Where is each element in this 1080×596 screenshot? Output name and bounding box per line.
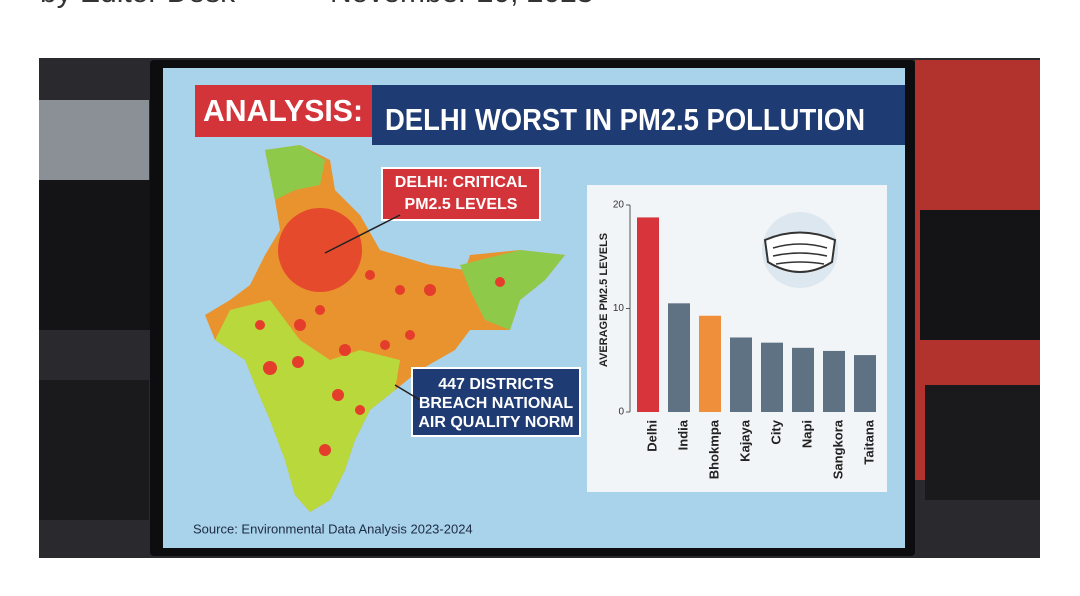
y-tick-label: 0 xyxy=(618,407,624,418)
y-tick-label: 10 xyxy=(613,303,625,314)
x-tick-label: City xyxy=(768,419,783,444)
y-axis-label: AVERAGE PM2.5 LEVELS xyxy=(598,233,610,367)
annotation-line: 447 DISTRICTS xyxy=(438,376,554,393)
annotation-districts-box xyxy=(394,367,581,437)
x-tick-label: Kajaya xyxy=(737,419,752,462)
bar xyxy=(668,303,690,412)
bar xyxy=(792,347,814,412)
title-right: DELHI WORST IN PM2.5 POLLUTION xyxy=(385,102,865,137)
annotation-line: DELHI: CRITICAL xyxy=(395,174,528,191)
bar xyxy=(823,350,845,412)
source: Source: Environmental Data Analysis 2023… xyxy=(193,521,473,536)
title-left: ANALYSIS: xyxy=(203,93,363,128)
india-map xyxy=(205,145,565,512)
bar xyxy=(730,337,752,412)
title-bar xyxy=(195,85,905,145)
y-tick-label: 20 xyxy=(613,200,625,211)
annotation-line: AIR QUALITY NORM xyxy=(418,414,573,431)
bar xyxy=(699,315,721,412)
x-tick-label: Delhi xyxy=(644,420,659,452)
x-tick-label: Napi xyxy=(799,420,814,448)
byline-author: by Editor Desk xyxy=(40,0,236,9)
annotation-delhi-box xyxy=(324,167,541,254)
bar xyxy=(761,342,783,412)
x-tick-label: Bhokmpa xyxy=(706,419,721,479)
x-tick-label: Sangkora xyxy=(830,419,845,479)
x-tick-label: India xyxy=(675,419,690,450)
x-tick-label: Taitana xyxy=(861,419,876,464)
bar xyxy=(854,355,876,412)
annotation-line: BREACH NATIONAL xyxy=(419,395,574,412)
byline-date: November 20, 2023 xyxy=(330,0,594,9)
annotation-line: PM2.5 LEVELS xyxy=(405,196,518,213)
bar xyxy=(637,217,659,412)
